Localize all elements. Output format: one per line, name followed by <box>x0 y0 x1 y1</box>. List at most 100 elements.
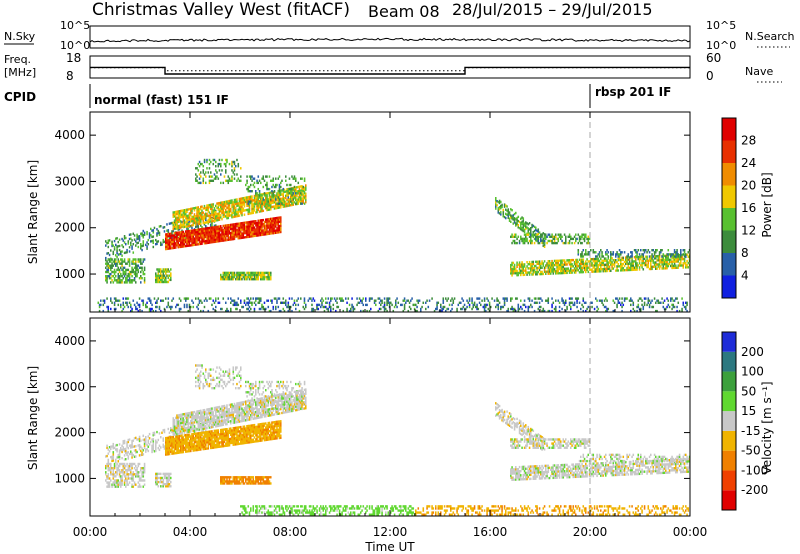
data-cell <box>213 230 216 233</box>
data-cell <box>222 297 225 300</box>
data-cell <box>468 299 471 302</box>
data-cell <box>173 232 176 235</box>
data-cell <box>516 241 518 245</box>
data-cell <box>173 219 176 222</box>
data-cell <box>575 265 577 268</box>
data-cell <box>300 297 302 300</box>
data-cell <box>197 243 200 246</box>
data-cell <box>507 307 510 311</box>
data-cell <box>557 239 560 243</box>
data-cell <box>557 261 560 265</box>
data-cell <box>520 237 522 241</box>
data-cell <box>287 303 290 307</box>
data-cell <box>271 223 273 227</box>
data-cell <box>325 297 327 300</box>
data-cell <box>215 240 217 243</box>
data-cell <box>136 275 138 278</box>
data-cell <box>553 263 556 267</box>
data-cell <box>126 453 128 456</box>
data-cell <box>278 309 281 313</box>
data-cell <box>666 256 668 259</box>
data-cell <box>153 433 156 436</box>
data-cell <box>275 196 277 200</box>
data-cell <box>377 309 380 313</box>
data-cell <box>186 221 188 224</box>
data-cell <box>300 202 302 205</box>
data-cell <box>210 228 212 232</box>
data-cell <box>565 269 567 272</box>
data-cell <box>130 444 132 447</box>
data-cell <box>206 208 208 211</box>
data-cell <box>570 305 572 309</box>
data-cell <box>107 458 110 462</box>
data-cell <box>563 263 566 266</box>
data-cell <box>147 243 150 246</box>
data-cell <box>535 239 537 242</box>
data-cell <box>225 226 227 229</box>
data-cell <box>108 264 111 267</box>
data-cell <box>131 456 133 459</box>
data-cell <box>197 212 200 215</box>
data-cell <box>222 203 225 206</box>
data-cell <box>225 202 227 206</box>
data-cell <box>585 249 587 252</box>
data-cell <box>288 198 291 201</box>
data-cell <box>218 225 221 228</box>
data-cell <box>208 241 211 244</box>
data-cell <box>586 266 588 269</box>
data-cell <box>686 309 688 313</box>
data-cell <box>640 255 642 258</box>
data-cell <box>583 253 586 256</box>
data-cell <box>97 301 100 304</box>
data-cell <box>112 442 115 446</box>
data-cell <box>268 197 271 201</box>
data-cell <box>543 237 546 240</box>
data-cell <box>592 251 595 254</box>
data-cell <box>565 237 567 241</box>
data-cell <box>127 272 130 276</box>
data-cell <box>667 262 670 266</box>
data-cell <box>118 475 121 478</box>
data-cell <box>541 260 543 263</box>
data-cell <box>115 275 117 278</box>
data-cell <box>482 305 485 309</box>
data-cell <box>168 222 171 225</box>
data-cell <box>148 232 151 235</box>
data-cell <box>176 303 178 307</box>
data-cell <box>127 275 130 278</box>
data-cell <box>605 263 607 266</box>
data-cell <box>232 237 235 241</box>
data-cell <box>532 235 535 238</box>
data-cell <box>630 262 632 265</box>
data-cell <box>218 216 221 219</box>
data-cell <box>578 239 581 243</box>
data-cell <box>143 279 146 282</box>
data-cell <box>626 258 628 261</box>
data-cell <box>221 218 223 221</box>
data-cell <box>522 237 525 241</box>
data-cell <box>655 265 657 268</box>
data-cell <box>215 225 217 229</box>
data-cell <box>597 259 600 263</box>
data-cell <box>675 258 677 261</box>
data-cell <box>188 216 191 219</box>
data-cell <box>127 242 130 245</box>
data-cell <box>211 232 213 236</box>
data-cell <box>120 475 122 478</box>
data-cell <box>145 448 147 451</box>
data-cell <box>228 179 231 182</box>
data-cell <box>536 235 538 238</box>
data-cell <box>643 251 646 254</box>
data-cell <box>267 206 270 209</box>
data-cell <box>618 256 621 260</box>
data-cell <box>98 303 101 307</box>
data-cell <box>386 297 388 300</box>
data-cell <box>232 225 235 228</box>
data-cell <box>556 263 558 267</box>
data-cell <box>122 277 125 280</box>
data-cell <box>271 197 273 200</box>
data-cell <box>250 195 252 198</box>
data-cell <box>190 218 192 221</box>
data-cell <box>202 236 205 239</box>
data-cell <box>120 305 122 309</box>
